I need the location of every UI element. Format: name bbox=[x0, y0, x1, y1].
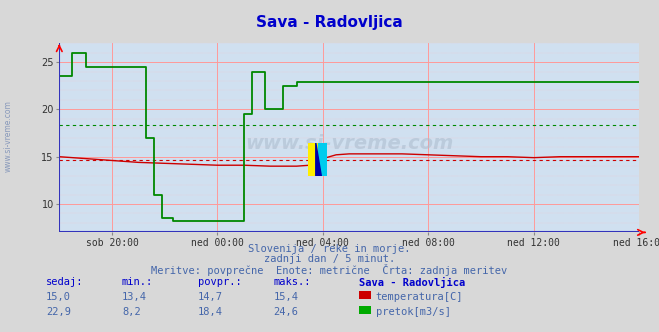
Text: povpr.:: povpr.: bbox=[198, 277, 241, 287]
Text: 18,4: 18,4 bbox=[198, 307, 223, 317]
Text: pretok[m3/s]: pretok[m3/s] bbox=[376, 307, 451, 317]
Text: min.:: min.: bbox=[122, 277, 153, 287]
Polygon shape bbox=[308, 143, 318, 176]
Text: Slovenija / reke in morje.: Slovenija / reke in morje. bbox=[248, 244, 411, 254]
Text: Sava - Radovljica: Sava - Radovljica bbox=[256, 15, 403, 30]
Text: Meritve: povprečne  Enote: metrične  Črta: zadnja meritev: Meritve: povprečne Enote: metrične Črta:… bbox=[152, 264, 507, 276]
Text: www.si-vreme.com: www.si-vreme.com bbox=[4, 100, 13, 172]
Text: 15,4: 15,4 bbox=[273, 292, 299, 302]
Text: 22,9: 22,9 bbox=[46, 307, 71, 317]
Text: zadnji dan / 5 minut.: zadnji dan / 5 minut. bbox=[264, 254, 395, 264]
Polygon shape bbox=[316, 143, 322, 176]
Text: 15,0: 15,0 bbox=[46, 292, 71, 302]
Text: sedaj:: sedaj: bbox=[46, 277, 84, 287]
Text: 8,2: 8,2 bbox=[122, 307, 140, 317]
Text: www.si-vreme.com: www.si-vreme.com bbox=[245, 134, 453, 153]
Text: 13,4: 13,4 bbox=[122, 292, 147, 302]
Text: Sava - Radovljica: Sava - Radovljica bbox=[359, 277, 465, 288]
Text: 24,6: 24,6 bbox=[273, 307, 299, 317]
Polygon shape bbox=[318, 143, 327, 176]
Text: temperatura[C]: temperatura[C] bbox=[376, 292, 463, 302]
Text: 14,7: 14,7 bbox=[198, 292, 223, 302]
Text: maks.:: maks.: bbox=[273, 277, 311, 287]
